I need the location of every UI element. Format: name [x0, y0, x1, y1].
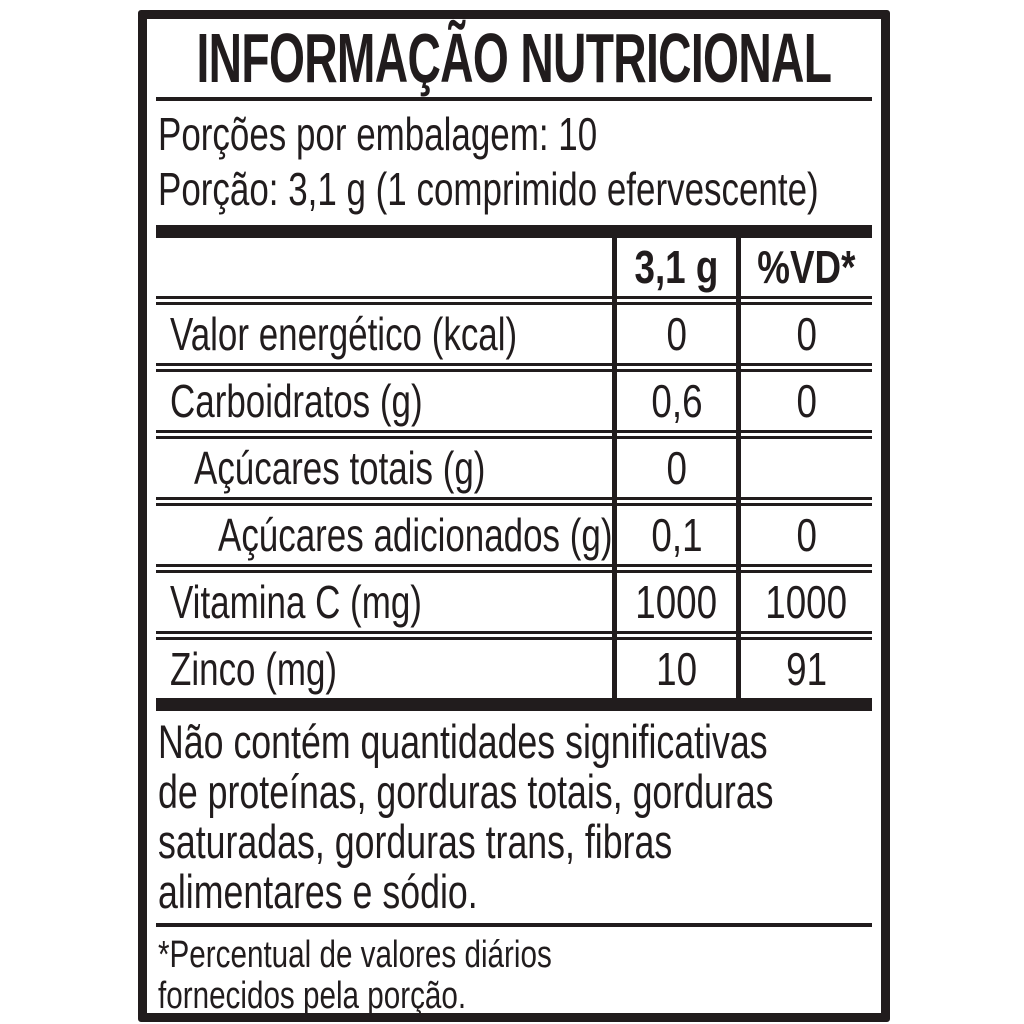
nutrition-facts-label: INFORMAÇÃO NUTRICIONAL Porções por embal…: [138, 10, 890, 1022]
nutrient-label-cell: Carboidratos (g): [170, 375, 423, 427]
row-separator: [156, 564, 872, 573]
amount-cell: 0,6: [650, 375, 703, 427]
table-row-zinc: Zinco (mg) 10 91: [156, 640, 872, 698]
thick-separator-bottom: [156, 698, 872, 711]
column-divider-2: [736, 238, 741, 698]
thick-separator-top: [156, 225, 872, 238]
dv-cell: 1000: [765, 576, 848, 628]
nutrient-label-cell: Vitamina C (mg): [170, 576, 422, 628]
note-line: alimentares e sódio.: [158, 865, 478, 918]
table-row-total-sugars: Açúcares totais (g) 0: [156, 439, 872, 497]
row-separator: [156, 430, 872, 439]
table-row-vitamin-c: Vitamina C (mg) 1000 1000: [156, 573, 872, 631]
servings-per-package-line: Porções por embalagem: 10: [158, 107, 872, 162]
dv-cell: 0: [796, 509, 817, 561]
label-header: INFORMAÇÃO NUTRICIONAL: [156, 19, 872, 97]
note-line: Não contém quantidades significativas: [158, 715, 768, 768]
row-separator: [156, 296, 872, 305]
amount-cell: 1000: [635, 576, 718, 628]
serving-size-line: Porção: 3,1 g (1 comprimido efervescente…: [158, 162, 872, 217]
table-row-energy: Valor energético (kcal) 0 0: [156, 305, 872, 363]
nutrient-label-cell: Valor energético (kcal): [170, 308, 518, 360]
servings-per-package-text: Porções por embalagem: 10: [158, 108, 598, 160]
header-dv-cell: %VD*: [757, 241, 856, 293]
dv-cell: 0: [796, 308, 817, 360]
footnote-line: *Percentual de valores diários: [158, 934, 552, 976]
serving-info: Porções por embalagem: 10 Porção: 3,1 g …: [156, 101, 872, 225]
dv-cell: 0: [796, 375, 817, 427]
table-row-carbs: Carboidratos (g) 0,6 0: [156, 372, 872, 430]
row-separator: [156, 497, 872, 506]
title-divider: [156, 97, 872, 101]
daily-values-footnote: *Percentual de valores diários fornecido…: [156, 927, 872, 1017]
nutrition-table: 3,1 g %VD* Valor energético (kcal) 0 0 C…: [156, 238, 872, 698]
serving-size-text: Porção: 3,1 g (1 comprimido efervescente…: [158, 163, 819, 215]
note-line: de proteínas, gorduras totais, gorduras: [158, 765, 774, 818]
header-amount-cell: 3,1 g: [634, 241, 719, 293]
row-separator: [156, 363, 872, 372]
footnote-divider: [156, 923, 872, 927]
nutrient-label-cell: Açúcares totais (g): [194, 442, 486, 494]
note-line: saturadas, gorduras trans, fibras: [158, 815, 673, 868]
no-significant-amounts-note: Não contém quantidades significativas de…: [156, 711, 872, 923]
amount-cell: 10: [656, 643, 697, 695]
nutrient-label-cell: Zinco (mg): [170, 643, 338, 695]
label-title: INFORMAÇÃO NUTRICIONAL: [196, 19, 832, 97]
table-header-row: 3,1 g %VD*: [156, 238, 872, 296]
nutrient-label-cell: Açúcares adicionados (g): [218, 509, 613, 561]
table-row-added-sugars: Açúcares adicionados (g) 0,1 0: [156, 506, 872, 564]
amount-cell: 0: [666, 308, 687, 360]
column-divider-1: [612, 238, 617, 698]
row-separator: [156, 631, 872, 640]
amount-cell: 0,1: [650, 509, 703, 561]
footnote-line: fornecidos pela porção.: [158, 975, 467, 1017]
amount-cell: 0: [666, 442, 687, 494]
dv-cell: 91: [786, 643, 827, 695]
